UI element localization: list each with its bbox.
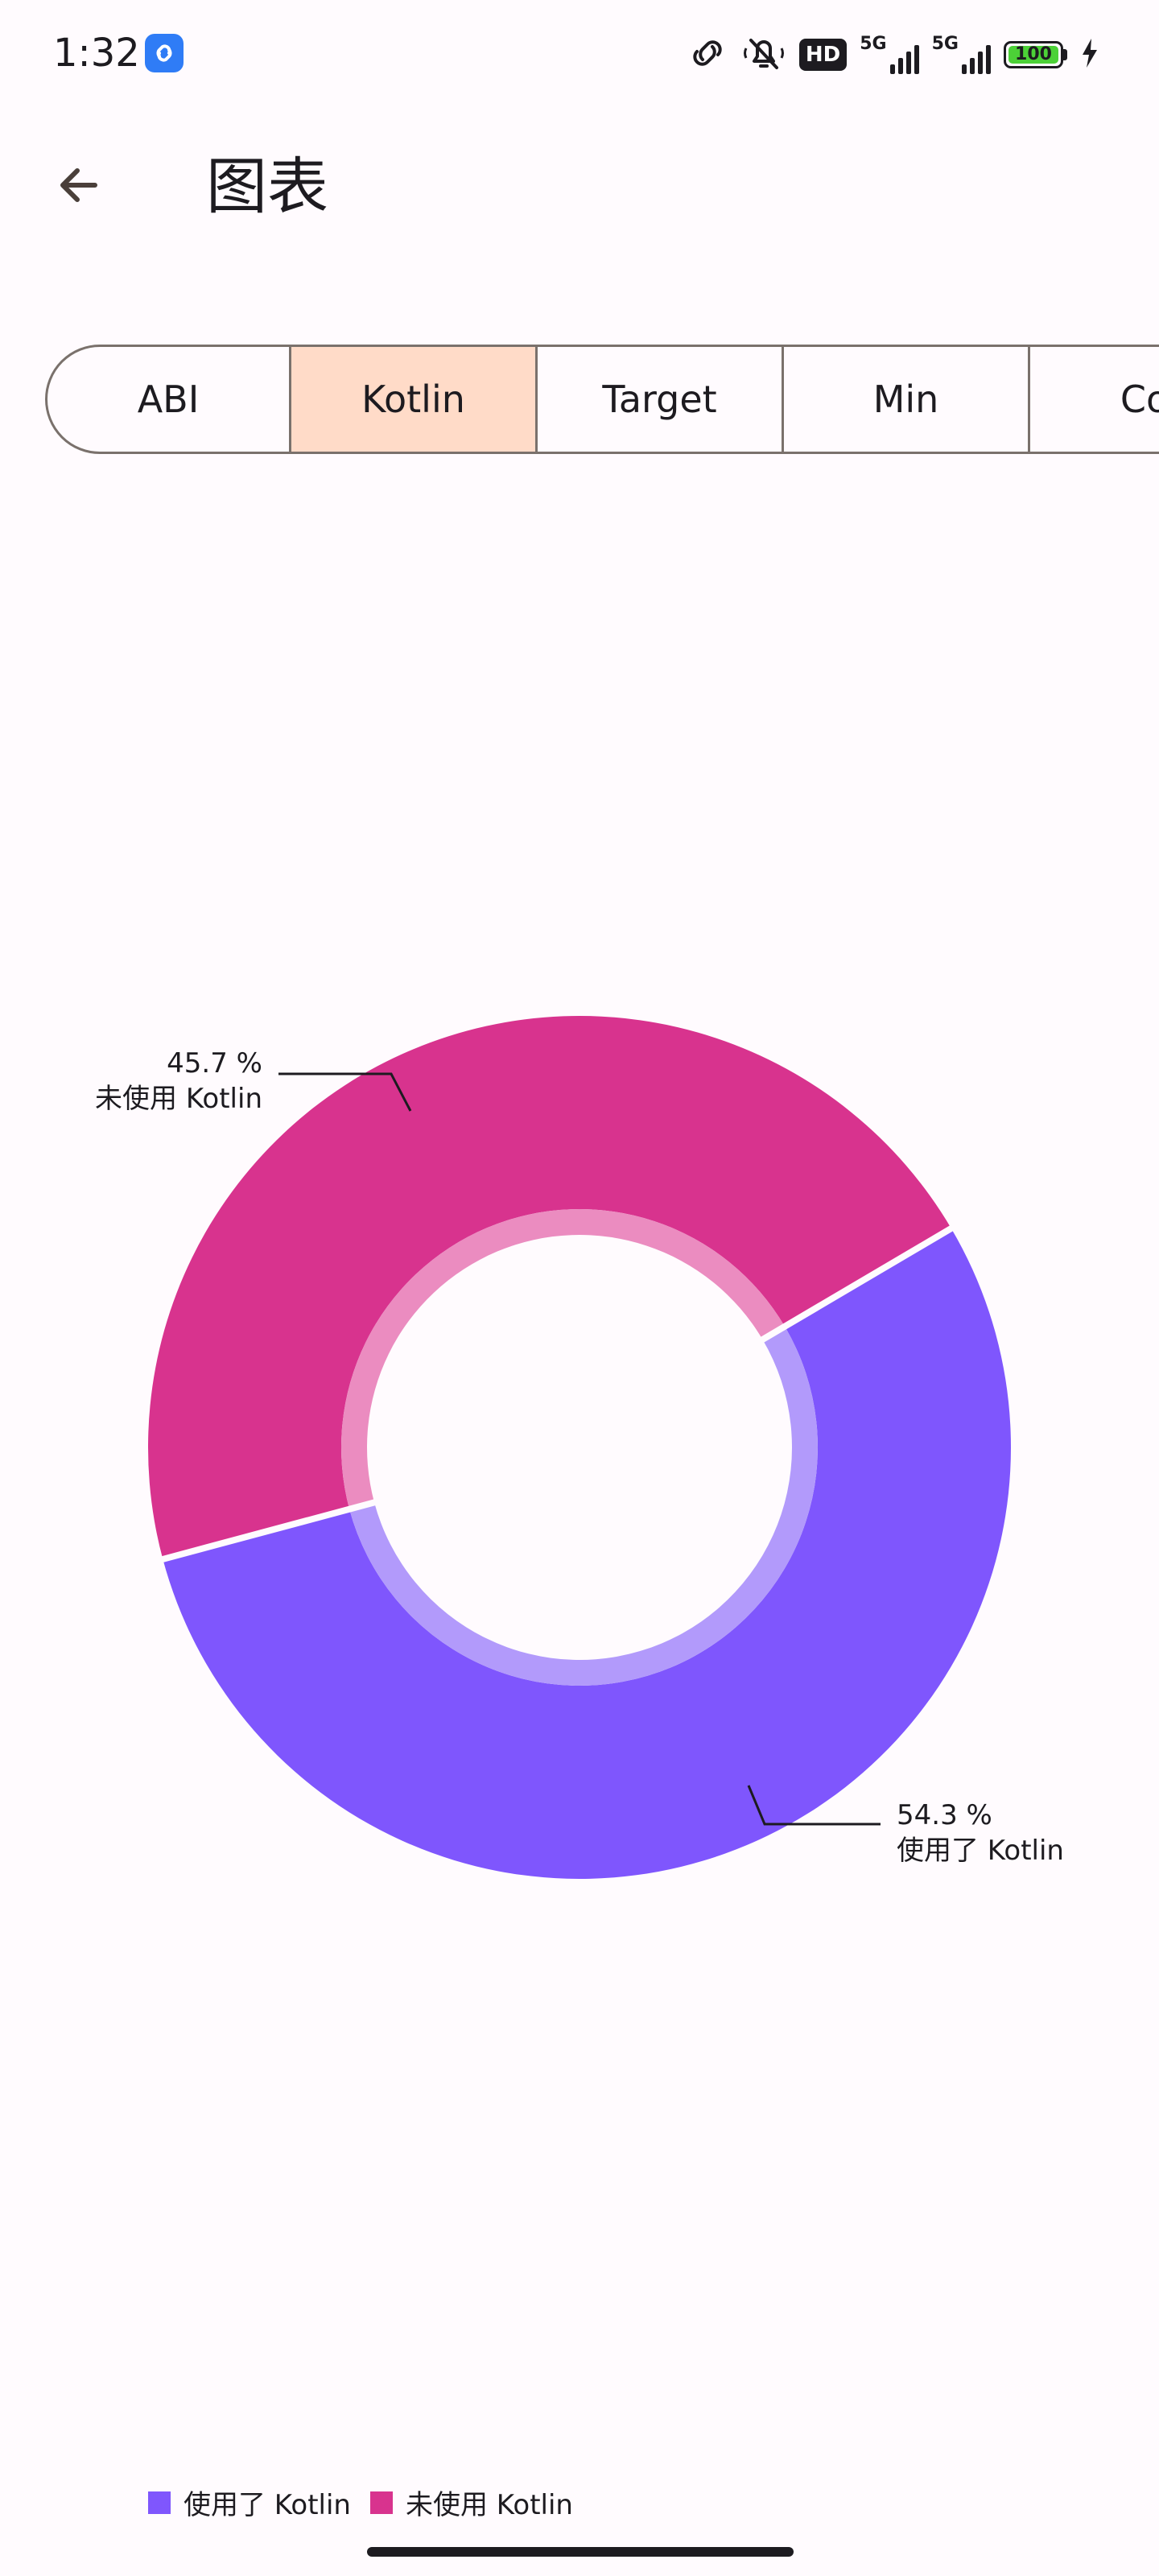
network-type-label: 5G [931,34,959,54]
legend-item-unused: 未使用 Kotlin [369,2483,573,2522]
donut-slice-used[interactable] [163,1228,1012,1880]
signal-2: 5G [932,35,991,74]
gesture-nav-bar[interactable] [367,2547,794,2557]
slice-value-used: 54.3 % [897,1799,992,1831]
segmented-tabs: ABI Kotlin Target Min Cor [45,345,1159,454]
tab-compile[interactable]: Cor [1030,345,1159,454]
donut-inner-ring-used [349,1326,819,1686]
back-button[interactable] [39,145,119,225]
legend-label-used: 使用了 Kotlin [184,2489,351,2521]
signal-bars-icon [962,45,991,74]
tab-kotlin[interactable]: Kotlin [291,345,538,454]
hd-voice-badge: HD [798,39,848,71]
battery-level: 100 [1008,46,1058,64]
slice-label-used: 使用了 Kotlin [897,1835,1064,1867]
tab-min[interactable]: Min [784,345,1030,454]
donut-inner-ring-unused [341,1209,786,1509]
leader-line-unused [278,1072,412,1112]
slice-value-unused: 45.7 % [167,1047,262,1080]
battery-icon: 100 [1004,41,1067,68]
leader-line-used [747,1785,881,1826]
legend-label-unused: 未使用 Kotlin [405,2489,573,2521]
donut-slice-unused[interactable] [148,1016,951,1559]
slice-separator [759,1224,955,1344]
link-app-icon [145,34,184,72]
signal-1: 5G [860,34,919,74]
status-time: 1:32 [53,31,140,76]
legend-swatch-unused [369,2491,393,2514]
charging-icon [1080,37,1099,72]
network-type-label: 5G [860,34,887,54]
slice-label-unused: 未使用 Kotlin [95,1083,262,1115]
status-icons: HD 5G 5G 100 [687,32,1099,77]
tab-target[interactable]: Target [538,345,784,454]
slice-separator [160,1499,377,1563]
legend-swatch-used [148,2491,171,2514]
legend-item-used: 使用了 Kotlin [148,2483,351,2522]
page-title: 图表 [206,151,328,222]
tab-abi[interactable]: ABI [45,345,291,454]
status-bar: 1:32 HD [0,0,1159,105]
chart-legend: 使用了 Kotlin 未使用 Kotlin [148,2483,573,2522]
arrow-back-icon [60,168,97,202]
mute-bell-icon [741,34,786,76]
link-icon [687,35,728,74]
signal-bars-icon [889,45,919,74]
